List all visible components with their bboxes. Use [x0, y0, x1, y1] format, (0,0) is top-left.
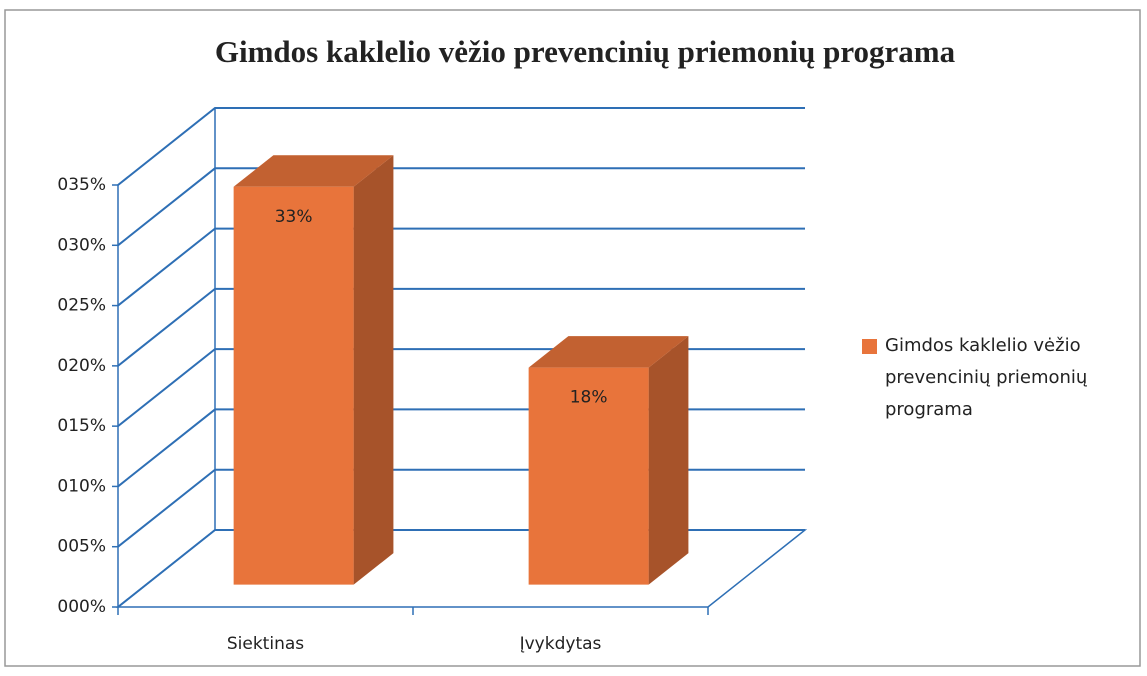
bar-side: [648, 336, 689, 585]
y-tick-label: 030%: [57, 235, 106, 255]
legend-label: Gimdos kaklelio vėžio prevencinių priemo…: [885, 335, 1088, 420]
x-tick-label: Siektinas: [227, 634, 304, 654]
y-tick-label: 010%: [57, 476, 106, 496]
bar-top-shade: [528, 336, 689, 368]
bar-side-shade: [648, 336, 689, 585]
data-label: 18%: [570, 388, 608, 408]
x-tick-label: Įvykdytas: [520, 634, 602, 654]
grid-line: [117, 107, 805, 186]
y-tick-label: 025%: [57, 296, 106, 316]
grid-line: [117, 227, 805, 307]
y-tick-label: 000%: [57, 597, 106, 617]
plot-area: 000% 005% 010% 015% 020% 025% 030% 035% Siektina…: [57, 107, 877, 654]
legend-swatch: [862, 339, 877, 354]
y-tick-label: 005%: [57, 537, 106, 557]
bar-top: [528, 336, 689, 368]
bar-top: [233, 155, 394, 187]
grid-line: [117, 167, 805, 247]
y-tick-label: 015%: [57, 416, 106, 436]
bar: [528, 367, 649, 585]
bar-top-shade: [233, 155, 394, 187]
y-tick-label: 020%: [57, 356, 106, 376]
bar-side: [353, 155, 394, 585]
data-label: 33%: [275, 207, 313, 227]
y-tick-label: 035%: [57, 175, 106, 195]
grid-line: [117, 287, 805, 367]
chart-title: Gimdos kaklelio vėžio prevencinių priemo…: [215, 34, 956, 69]
bar: [233, 186, 354, 585]
bar-side-shade: [353, 155, 394, 585]
